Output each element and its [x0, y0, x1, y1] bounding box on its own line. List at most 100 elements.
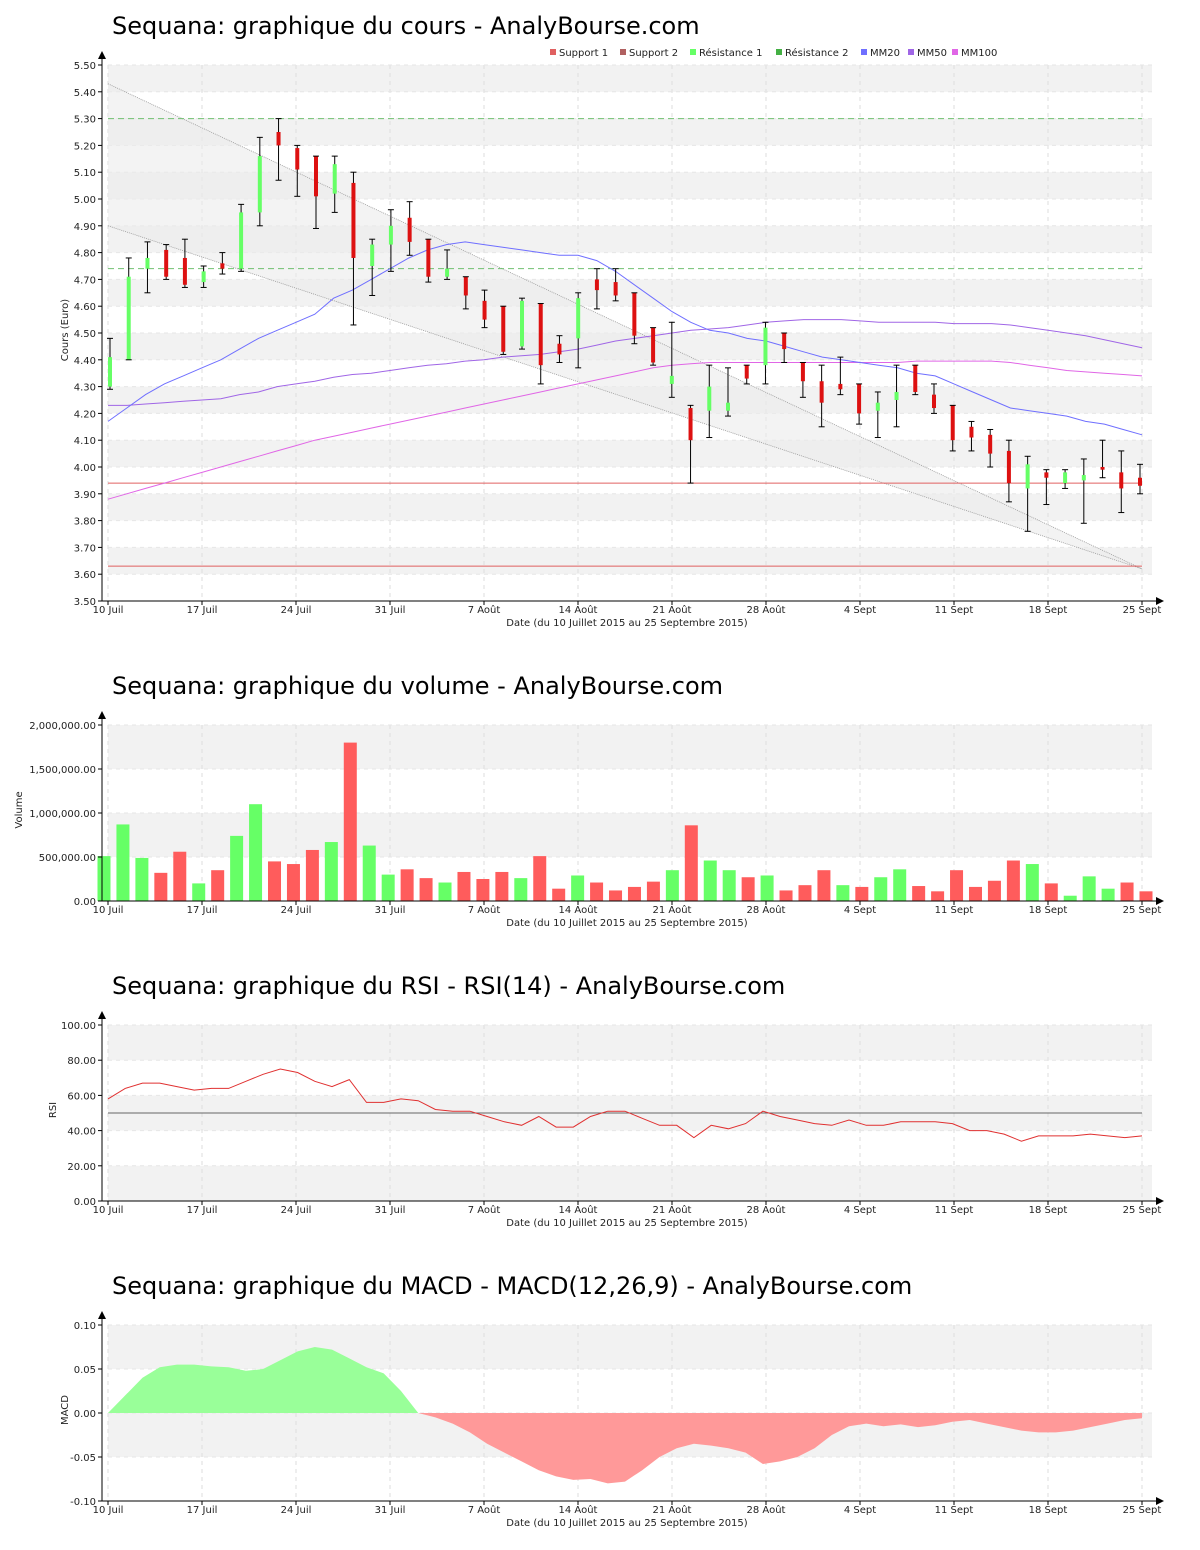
candle-body: [744, 365, 749, 379]
y-tick-label: 5.00: [74, 195, 96, 206]
candle-body: [1063, 472, 1068, 484]
x-axis-arrow: [1156, 1497, 1164, 1505]
x-tick-label: 4 Sept: [844, 605, 876, 616]
x-tick-label: 21 Août: [653, 604, 692, 616]
candle-body: [800, 362, 805, 382]
grid-band: [108, 1025, 1152, 1061]
volume-bar: [514, 878, 528, 901]
candle-body: [445, 268, 450, 277]
candle-body: [239, 212, 244, 269]
x-tick-label: 18 Sept: [1029, 1505, 1068, 1516]
x-tick-label: 10 Juil: [93, 1205, 124, 1216]
x-tick-label: 17 Juil: [187, 605, 218, 616]
x-tick-label: 17 Juil: [187, 1205, 218, 1216]
x-tick-label: 25 Sept: [1123, 905, 1162, 916]
candle-body: [276, 132, 281, 146]
x-axis-arrow: [1156, 1197, 1164, 1205]
legend-swatch: [620, 49, 626, 55]
grid-band: [108, 1325, 1152, 1369]
x-tick-label: 14 Août: [559, 1204, 598, 1216]
y-tick-label: 5.40: [74, 88, 96, 99]
y-tick-label: 4.70: [74, 275, 96, 286]
x-tick-label: 14 Août: [559, 904, 598, 916]
x-tick-label: 7 Août: [468, 904, 501, 916]
candle-body: [988, 434, 993, 454]
x-tick-label: 18 Sept: [1029, 1205, 1068, 1216]
price-chart-panel: Sequana: graphique du cours - AnalyBours…: [60, 12, 1164, 629]
rsi-line: [107, 1068, 1143, 1142]
volume-chart-panel: Sequana: graphique du volume - AnalyBour…: [14, 672, 1164, 929]
x-tick-label: 11 Sept: [935, 1205, 974, 1216]
x-tick-label: 21 Août: [653, 1504, 692, 1516]
volume-bar: [1063, 895, 1077, 901]
volume-chart-title: Sequana: graphique du volume - AnalyBour…: [112, 672, 723, 700]
legend-swatch: [776, 49, 782, 55]
x-tick-label: 14 Août: [559, 604, 598, 616]
volume-bar: [400, 869, 414, 901]
y-tick-label: 40.00: [67, 1127, 96, 1138]
volume-bar: [552, 888, 566, 901]
y-tick-label: 3.80: [74, 517, 96, 528]
candle-body: [763, 327, 768, 366]
candle-body: [1006, 450, 1011, 484]
y-axis-arrow: [98, 711, 106, 719]
volume-bar: [987, 880, 1001, 901]
candle-body: [669, 375, 674, 384]
candle-body: [332, 164, 337, 194]
y-tick-label: -0.10: [70, 1497, 96, 1508]
x-tick-label: 7 Août: [468, 604, 501, 616]
y-tick-label: 4.30: [74, 383, 96, 394]
y-tick-label: 0.00: [74, 1197, 96, 1208]
y-tick-label: 80.00: [67, 1056, 96, 1067]
candle-body: [351, 182, 356, 258]
candle-body: [576, 298, 581, 339]
candle-body: [857, 383, 862, 414]
y-tick-label: 60.00: [67, 1091, 96, 1102]
x-tick-label: 24 Juil: [281, 1505, 312, 1516]
y-axis-arrow: [98, 1011, 106, 1019]
volume-bar: [457, 871, 471, 901]
candle-body: [726, 402, 730, 411]
trend-channel: [108, 83, 1142, 569]
volume-bar: [495, 871, 509, 901]
volume-bar: [968, 886, 982, 901]
volume-bar: [343, 742, 357, 901]
volume-bar: [192, 883, 206, 901]
y-tick-label: 20.00: [67, 1162, 96, 1173]
candle-body: [201, 271, 206, 283]
x-tick-label: 21 Août: [653, 904, 692, 916]
y-axis-arrow: [98, 51, 106, 59]
volume-bar: [305, 849, 319, 901]
volume-bar: [533, 856, 547, 901]
y-tick-label: 4.90: [74, 222, 96, 233]
macd-chart-title: Sequana: graphique du MACD - MACD(12,26,…: [112, 1272, 912, 1300]
x-tick-label: 24 Juil: [281, 1205, 312, 1216]
y-tick-label: 5.30: [74, 115, 96, 126]
y-tick-label: 3.50: [74, 597, 96, 608]
y-tick-label: 4.10: [74, 436, 96, 447]
volume-bar: [836, 885, 850, 901]
y-tick-label: 4.50: [74, 329, 96, 340]
price-chart-title: Sequana: graphique du cours - AnalyBours…: [112, 12, 700, 40]
grid-band: [108, 440, 1152, 467]
legend-swatch: [550, 49, 556, 55]
volume-bar: [722, 870, 736, 901]
volume-bar: [1082, 876, 1096, 901]
candle-body: [819, 381, 824, 403]
volume-y-axis-label: Volume: [14, 791, 25, 828]
x-tick-label: 24 Juil: [281, 905, 312, 916]
y-tick-label: 5.50: [74, 61, 96, 72]
volume-bar: [381, 874, 395, 901]
volume-bar: [665, 870, 679, 901]
volume-bar: [571, 875, 585, 901]
volume-bar: [950, 870, 964, 901]
candle-body: [426, 239, 431, 277]
mm50-line: [108, 319, 1143, 406]
candle-body: [145, 257, 150, 269]
x-tick-label: 17 Juil: [187, 905, 218, 916]
y-tick-label: 0.00: [74, 897, 96, 908]
grid-band: [108, 725, 1152, 769]
candle-body: [707, 386, 712, 411]
y-tick-label: 4.80: [74, 249, 96, 260]
